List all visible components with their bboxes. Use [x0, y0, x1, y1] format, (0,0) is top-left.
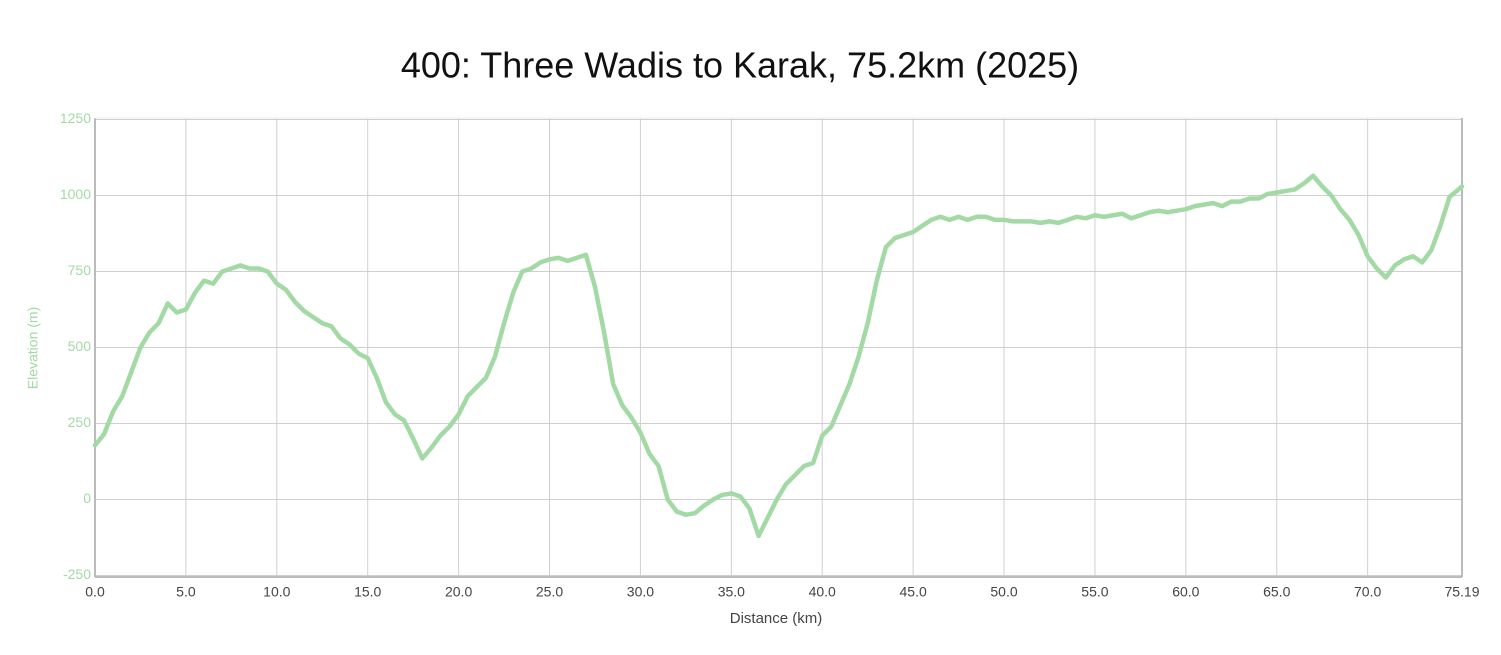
x-tick-label: 65.0	[1263, 584, 1290, 600]
y-tick-label: 0	[83, 490, 91, 506]
x-tick-label: 50.0	[990, 584, 1017, 600]
y-tick-label: -250	[63, 566, 91, 582]
x-tick-label: 30.0	[627, 584, 654, 600]
x-tick-label: 60.0	[1172, 584, 1199, 600]
y-tick-label: 750	[68, 262, 92, 278]
y-tick-label: 500	[68, 338, 92, 354]
y-tick-label: 1250	[60, 110, 91, 126]
x-tick-label: 40.0	[809, 584, 836, 600]
y-tick-label: 1000	[60, 186, 91, 202]
x-tick-label: 10.0	[263, 584, 290, 600]
elevation-line	[92, 173, 1465, 539]
x-tick-label: 35.0	[718, 584, 745, 600]
chart-title: 400: Three Wadis to Karak, 75.2km (2025)	[401, 45, 1079, 86]
x-tick-label: 45.0	[900, 584, 927, 600]
y-axis-title: Elevation (m)	[25, 307, 41, 389]
x-tick-label: 75.19	[1444, 584, 1479, 600]
y-tick-label: 250	[68, 414, 92, 430]
x-tick-label: 70.0	[1354, 584, 1381, 600]
x-tick-label: 20.0	[445, 584, 472, 600]
x-tick-label: 55.0	[1081, 584, 1108, 600]
x-axis-title: Distance (km)	[730, 610, 823, 627]
x-tick-label: 15.0	[354, 584, 381, 600]
x-tick-label: 25.0	[536, 584, 563, 600]
x-tick-label: 5.0	[176, 584, 196, 600]
x-tick-label: 0.0	[85, 584, 105, 600]
